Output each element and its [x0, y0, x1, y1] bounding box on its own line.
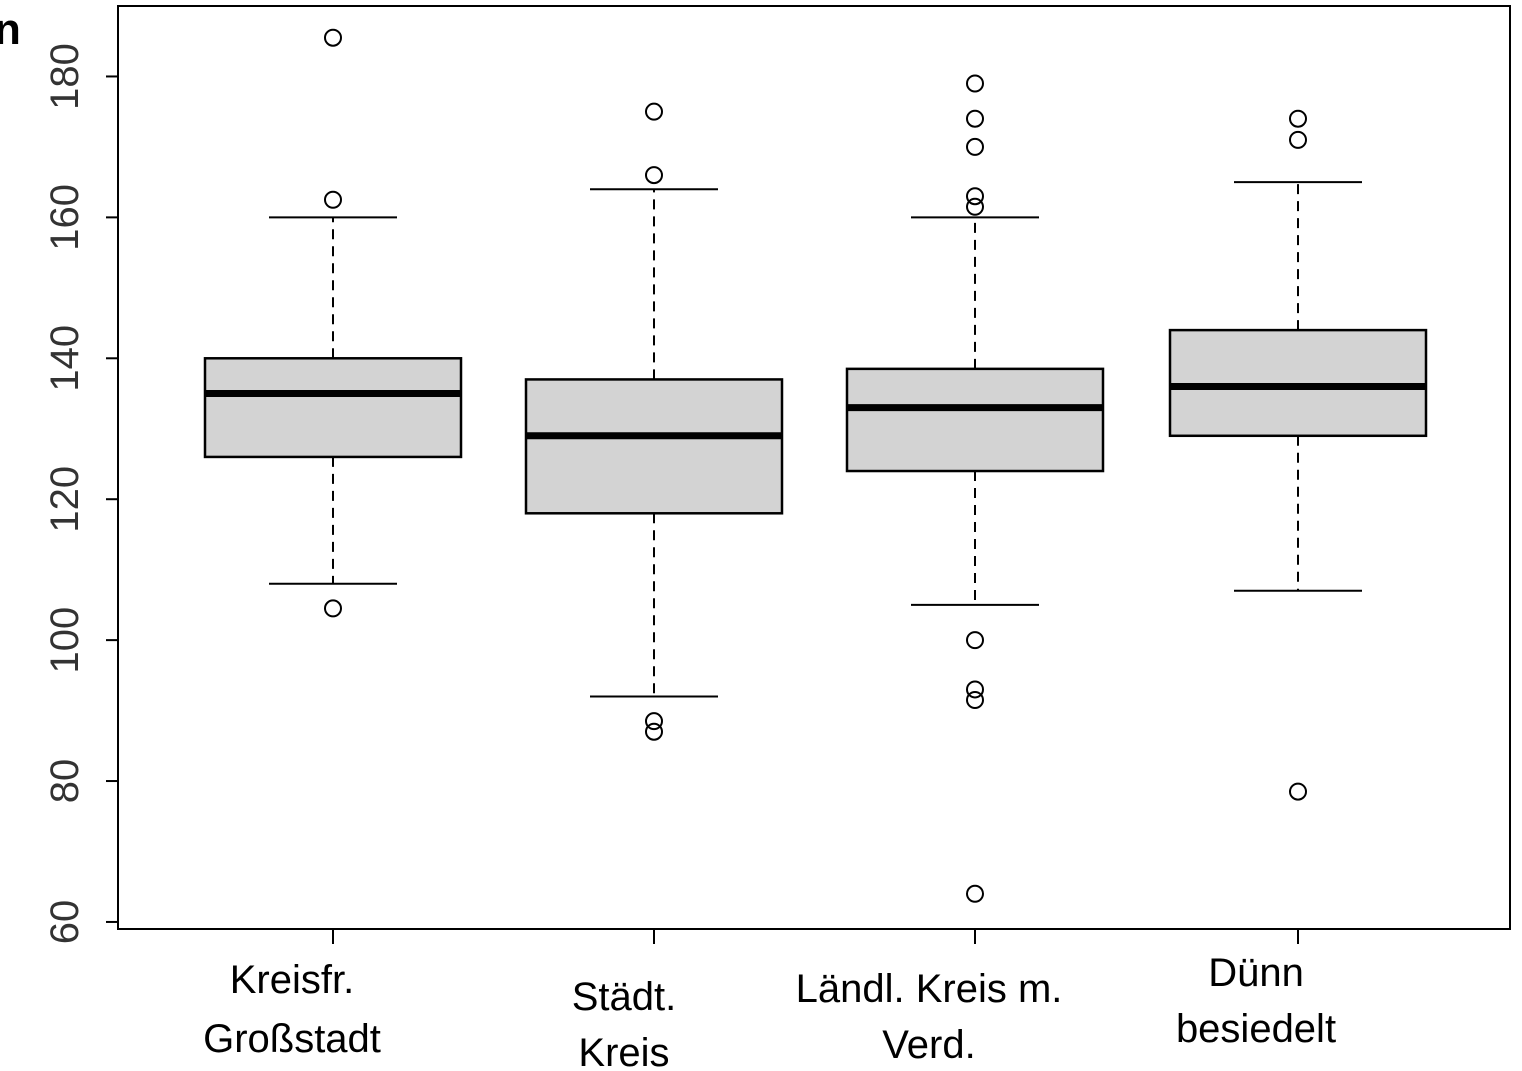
- outlier-point: [1289, 109, 1307, 128]
- y-ticks-layer: 60 80 100 120 140 160 180: [43, 43, 118, 944]
- y-tick-label: 60: [43, 900, 87, 945]
- outlier-point: [966, 187, 984, 206]
- box-group-4: [1168, 109, 1428, 801]
- outlier-point: [645, 166, 663, 185]
- boxes-layer: [203, 28, 1428, 903]
- outlier-point: [966, 197, 984, 216]
- category-label-line1: Ländl. Kreis m.: [796, 967, 1063, 1011]
- outlier-point: [645, 712, 663, 731]
- iqr-box: [524, 378, 784, 515]
- category-label-line2: Verd.: [882, 1023, 975, 1067]
- outlier-point: [966, 680, 984, 699]
- y-tick-label: 160: [43, 184, 87, 251]
- category-label-line2: Kreis: [578, 1031, 669, 1071]
- category-label-line1: Dünn: [1208, 951, 1304, 995]
- category-label-line2: besiedelt: [1176, 1007, 1336, 1051]
- box-group-1: [203, 28, 463, 618]
- outlier-point: [966, 884, 984, 903]
- x-ticks-layer: Kreisfr. Großstadt Städt. Kreis Ländl. Kreis…: [203, 929, 1336, 1071]
- iqr-box: [1168, 328, 1428, 438]
- outlier-point: [1289, 782, 1307, 801]
- outlier-point: [324, 190, 342, 209]
- y-tick-label: 140: [43, 325, 87, 392]
- outlier-point: [324, 28, 342, 47]
- y-tick-label: 120: [43, 466, 87, 533]
- outlier-point: [966, 691, 984, 710]
- cropped-heading-fragment: n: [0, 5, 21, 54]
- outlier-point: [645, 722, 663, 741]
- outlier-point: [966, 631, 984, 650]
- outlier-point: [1289, 130, 1307, 149]
- box-group-3: [845, 74, 1105, 903]
- outlier-point: [966, 137, 984, 156]
- box-group-2: [524, 102, 784, 741]
- outlier-point: [966, 74, 984, 93]
- y-tick-label: 80: [43, 759, 87, 804]
- outlier-point: [324, 599, 342, 618]
- category-label-line1: Städt.: [572, 975, 677, 1019]
- y-tick-label: 100: [43, 607, 87, 674]
- iqr-box: [845, 367, 1105, 473]
- iqr-box: [203, 357, 463, 459]
- category-label-line2: Großstadt: [203, 1017, 381, 1061]
- plot-frame: [117, 5, 1511, 930]
- outlier-point: [645, 102, 663, 121]
- outlier-point: [966, 109, 984, 128]
- category-label-line1: Kreisfr.: [230, 958, 354, 1002]
- y-tick-label: 180: [43, 43, 87, 110]
